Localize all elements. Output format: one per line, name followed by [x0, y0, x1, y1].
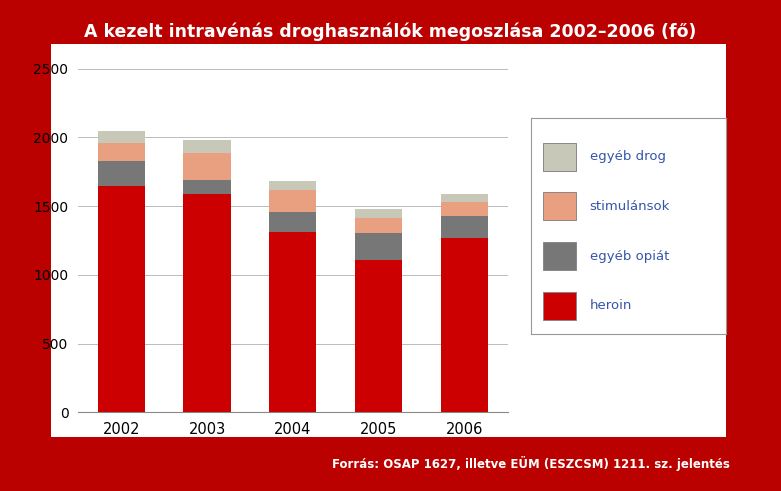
Bar: [184, 194, 230, 412]
Text: A kezelt intravénás droghasználók megoszlása 2002–2006 (fő): A kezelt intravénás droghasználók megosz…: [84, 23, 697, 41]
Bar: [269, 232, 316, 412]
Bar: [98, 143, 144, 161]
FancyBboxPatch shape: [543, 292, 576, 320]
Text: Forrás: OSAP 1627, illetve EÜM (ESZCSM) 1211. sz. jelentés: Forrás: OSAP 1627, illetve EÜM (ESZCSM) …: [333, 457, 730, 471]
Bar: [441, 202, 488, 216]
Bar: [441, 216, 488, 238]
Bar: [269, 190, 316, 212]
Bar: [355, 218, 402, 233]
FancyBboxPatch shape: [543, 242, 576, 270]
Bar: [441, 194, 488, 202]
Bar: [441, 238, 488, 412]
Bar: [98, 131, 144, 143]
Bar: [355, 233, 402, 260]
Text: stimulánsok: stimulánsok: [590, 200, 670, 213]
Text: heroin: heroin: [590, 300, 632, 312]
Bar: [98, 186, 144, 412]
Bar: [269, 182, 316, 190]
FancyBboxPatch shape: [543, 143, 576, 171]
Bar: [184, 153, 230, 180]
Bar: [355, 209, 402, 218]
Text: egyéb drog: egyéb drog: [590, 150, 665, 163]
Bar: [184, 180, 230, 194]
FancyBboxPatch shape: [543, 192, 576, 220]
Bar: [269, 212, 316, 232]
Bar: [98, 161, 144, 186]
Bar: [184, 140, 230, 153]
Bar: [355, 260, 402, 412]
Text: egyéb opiát: egyéb opiát: [590, 249, 669, 263]
